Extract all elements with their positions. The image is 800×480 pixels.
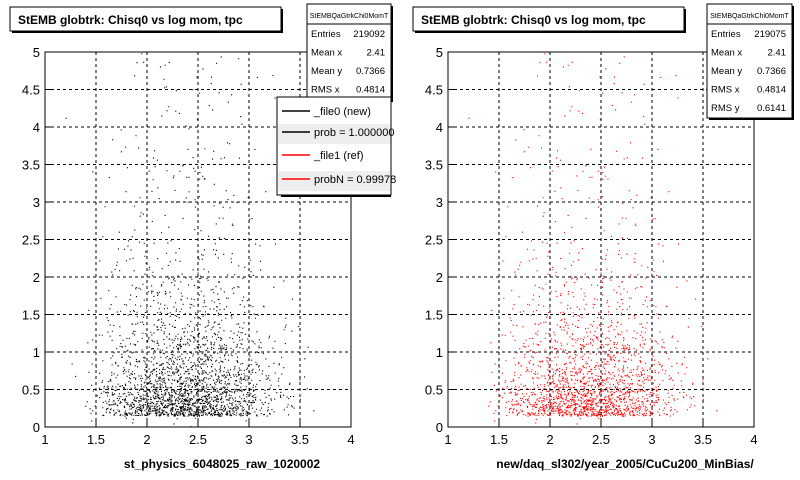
title-box-shadow — [684, 9, 686, 33]
y-tick-label: 4.5 — [425, 83, 443, 98]
y-tick-label: 2 — [33, 270, 40, 285]
stats-label: Mean x — [711, 48, 742, 59]
stats-label: Mean x — [311, 48, 342, 59]
chart-panel-1: 1 1.5 2 2.5 3 3.5 4 0 0.5 1 1.5 2 2.5 3 3.5 4 4.5 5 StEMB … — [9, 3, 396, 471]
x-tick-label: 2 — [546, 432, 553, 447]
x-tick-label: 2.5 — [189, 432, 207, 447]
title-box-shadow — [281, 9, 283, 33]
stats-value: 0.6141 — [757, 103, 786, 114]
stats-box-shadow — [709, 118, 794, 120]
y-tick-label: 4.5 — [22, 83, 40, 98]
stats-name: StEMBQaGtrkChi0MomT — [710, 13, 789, 20]
title-box-shadow — [415, 31, 686, 33]
x-tick-label: 1 — [41, 432, 48, 447]
data-points — [65, 53, 315, 428]
x-tick-label: 1.5 — [87, 432, 105, 447]
stats-value: 0.4814 — [757, 85, 786, 96]
data-points — [468, 53, 718, 428]
y-tick-label: 0.5 — [22, 383, 40, 398]
legend-label: probN = 0.99978 — [314, 174, 396, 186]
y-tick-label: 0 — [33, 420, 40, 435]
stats-value: 2.41 — [367, 48, 386, 59]
x-tick-label: 1 — [444, 432, 451, 447]
x-tick-label: 1.5 — [490, 432, 508, 447]
chart-title: StEMB globtrk: Chisq0 vs log mom, tpc — [18, 13, 243, 27]
chart-panel-2: 1 1.5 2 2.5 3 3.5 4 0 0.5 1 1.5 2 2.5 3 3.5 4 4.5 5 StEMB … — [412, 3, 794, 471]
y-tick-label: 5 — [436, 45, 443, 60]
y-tick-label: 3 — [33, 195, 40, 210]
title-box — [412, 6, 685, 32]
y-tick-label: 2 — [436, 270, 443, 285]
stats-value: 219092 — [353, 29, 385, 40]
x-axis-label: new/daq_sl302/year_2005/CuCu200_MinBias/ — [496, 457, 754, 471]
stats-value: 2.41 — [768, 48, 787, 59]
stats-box-shadow — [391, 6, 393, 102]
stats-box-shadow — [792, 6, 794, 120]
stats-label: Entries — [711, 29, 741, 40]
stats-name: StEMBQaGtrkChi0MomT — [310, 13, 389, 20]
x-axis-label: st_physics_6048025_raw_1020002 — [124, 457, 320, 471]
y-tick-label: 5 — [33, 45, 40, 60]
stats-label: RMS x — [711, 85, 740, 96]
x-tick-label: 3.5 — [694, 432, 712, 447]
y-tick-label: 3.5 — [22, 158, 40, 173]
legend-label: prob = 1.000000 — [314, 127, 394, 139]
y-tick-label: 4 — [33, 120, 40, 135]
stats-label: Entries — [311, 29, 341, 40]
legend-box-shadow — [281, 195, 391, 197]
y-tick-label: 3.5 — [425, 158, 443, 173]
chart-title: StEMB globtrk: Chisq0 vs log mom, tpc — [421, 13, 646, 27]
stats-value: 0.7366 — [757, 66, 786, 77]
y-tick-label: 0.5 — [425, 383, 443, 398]
stats-label: RMS y — [711, 103, 740, 114]
y-tick-label: 0 — [436, 420, 443, 435]
legend-row-bg — [278, 147, 390, 167]
stats-box — [306, 3, 392, 101]
stats-label: Mean y — [311, 66, 342, 77]
x-tick-label: 3 — [245, 432, 252, 447]
x-tick-label: 2.5 — [592, 432, 610, 447]
stats-value: 0.7366 — [356, 66, 385, 77]
y-tick-label: 2.5 — [425, 233, 443, 248]
y-tick-label: 1 — [33, 345, 40, 360]
x-tick-label: 3 — [648, 432, 655, 447]
x-tick-label: 2 — [143, 432, 150, 447]
stats-value: 0.4814 — [356, 85, 385, 96]
x-tick-label: 3.5 — [291, 432, 309, 447]
y-tick-label: 3 — [436, 195, 443, 210]
y-tick-label: 1 — [436, 345, 443, 360]
legend-label: _file0 (new) — [313, 106, 371, 118]
legend-row-bg — [278, 103, 390, 123]
title-box-shadow — [12, 31, 283, 33]
y-tick-label: 1.5 — [22, 308, 40, 323]
x-tick-label: 4 — [347, 432, 354, 447]
legend-row-bg — [278, 124, 390, 144]
legend-label: _file1 (ref) — [313, 150, 364, 162]
stats-label: Mean y — [711, 66, 742, 77]
y-tick-label: 1.5 — [425, 308, 443, 323]
y-tick-label: 4 — [436, 120, 443, 135]
x-tick-label: 4 — [750, 432, 757, 447]
legend-row-bg — [278, 171, 390, 191]
y-tick-label: 2.5 — [22, 233, 40, 248]
stats-box — [706, 3, 793, 119]
stats-value: 219075 — [754, 29, 786, 40]
stats-label: RMS x — [311, 85, 340, 96]
